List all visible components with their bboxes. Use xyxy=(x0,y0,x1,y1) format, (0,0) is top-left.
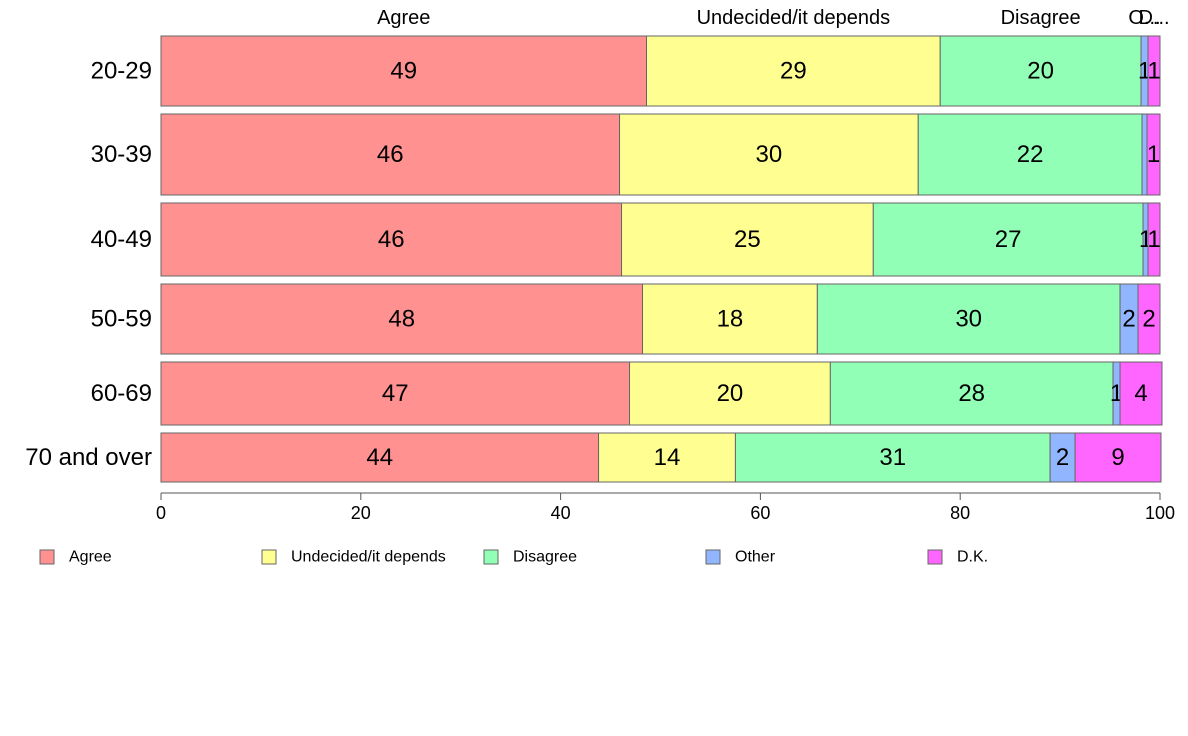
data-label: 2 xyxy=(1142,306,1155,333)
data-label: 1 xyxy=(1147,226,1160,253)
column-headers: Agree Undecided/it depends Disagree O...D..… xyxy=(377,7,1169,29)
x-tick-label: 80 xyxy=(950,503,970,523)
data-label: 44 xyxy=(366,444,393,471)
x-tick-label: 20 xyxy=(351,503,371,523)
legend-label: Agree xyxy=(69,549,112,566)
bar-segment xyxy=(1137,283,1161,355)
legend: Agree Undecided/it depends Disagree Other D.… xyxy=(39,549,988,566)
category-label: 30-39 xyxy=(91,141,152,168)
bar-segment xyxy=(872,202,1144,277)
bar-segment xyxy=(160,283,644,355)
x-tick-label: 60 xyxy=(750,503,770,523)
data-label: 1 xyxy=(1147,141,1160,168)
data-label: 31 xyxy=(879,444,906,471)
bar-segment xyxy=(629,361,831,426)
bar-segment xyxy=(646,35,941,107)
column-header: D... xyxy=(1138,7,1169,29)
data-label: 20 xyxy=(1027,58,1054,85)
data-label: 28 xyxy=(958,380,985,407)
x-axis: 0 20 40 60 80 100 xyxy=(156,492,1175,523)
data-label: 30 xyxy=(756,141,783,168)
bar-segment xyxy=(160,361,631,426)
bar-segment xyxy=(621,202,874,277)
bar-segment xyxy=(1074,432,1162,483)
bar-segment xyxy=(917,113,1143,196)
legend-swatch xyxy=(705,549,721,565)
data-label: 1 xyxy=(1147,58,1160,85)
data-label: 27 xyxy=(995,226,1022,253)
data-label: 2 xyxy=(1056,444,1069,471)
bar-segment xyxy=(619,113,919,196)
bar-segment xyxy=(829,361,1114,426)
bar-segment xyxy=(1119,361,1163,426)
legend-swatch xyxy=(39,549,55,565)
x-tick-label: 0 xyxy=(156,503,166,523)
legend-label: Other xyxy=(735,549,776,566)
data-label: 49 xyxy=(390,58,417,85)
bar-segment xyxy=(1147,202,1161,277)
row-labels: 20-29 30-39 40-49 50-59 60-69 70 and over xyxy=(25,58,152,472)
data-label: 22 xyxy=(1017,141,1044,168)
bar-segment xyxy=(816,283,1121,355)
category-label: 50-59 xyxy=(91,306,152,333)
column-header: O... xyxy=(1128,7,1160,29)
data-label: 46 xyxy=(377,141,404,168)
data-label: 29 xyxy=(780,58,807,85)
legend-swatch xyxy=(483,549,499,565)
data-label: 25 xyxy=(734,226,761,253)
column-header: Undecided/it depends xyxy=(697,7,890,29)
bar-segment xyxy=(160,202,623,277)
column-header: Agree xyxy=(377,7,430,29)
legend-label: Disagree xyxy=(513,549,577,566)
category-label: 70 and over xyxy=(25,444,152,471)
bar-segment xyxy=(1049,432,1076,483)
data-label: 18 xyxy=(717,306,744,333)
legend-label: D.K. xyxy=(957,549,988,566)
bar-segment xyxy=(642,283,818,355)
bar-segment xyxy=(734,432,1051,483)
data-label: 20 xyxy=(717,380,744,407)
x-tick-label: 40 xyxy=(551,503,571,523)
column-header: Disagree xyxy=(1001,7,1081,29)
legend-swatch xyxy=(927,549,943,565)
data-label: 46 xyxy=(378,226,405,253)
data-label: 9 xyxy=(1111,444,1124,471)
data-label: 14 xyxy=(654,444,681,471)
legend-label: Undecided/it depends xyxy=(291,549,446,566)
bar-segment xyxy=(160,432,600,483)
data-label: 4 xyxy=(1134,380,1147,407)
legend-swatch xyxy=(261,549,277,565)
bar-segment xyxy=(1147,35,1161,107)
x-tick-label: 100 xyxy=(1145,503,1175,523)
data-label: 30 xyxy=(955,306,982,333)
category-label: 20-29 xyxy=(91,58,152,85)
data-label: 48 xyxy=(388,306,415,333)
bar-segment xyxy=(160,113,621,196)
category-label: 40-49 xyxy=(91,226,152,253)
data-label: 2 xyxy=(1122,306,1135,333)
data-label: 47 xyxy=(382,380,409,407)
bar-segment xyxy=(1146,113,1161,196)
category-label: 60-69 xyxy=(91,380,152,407)
